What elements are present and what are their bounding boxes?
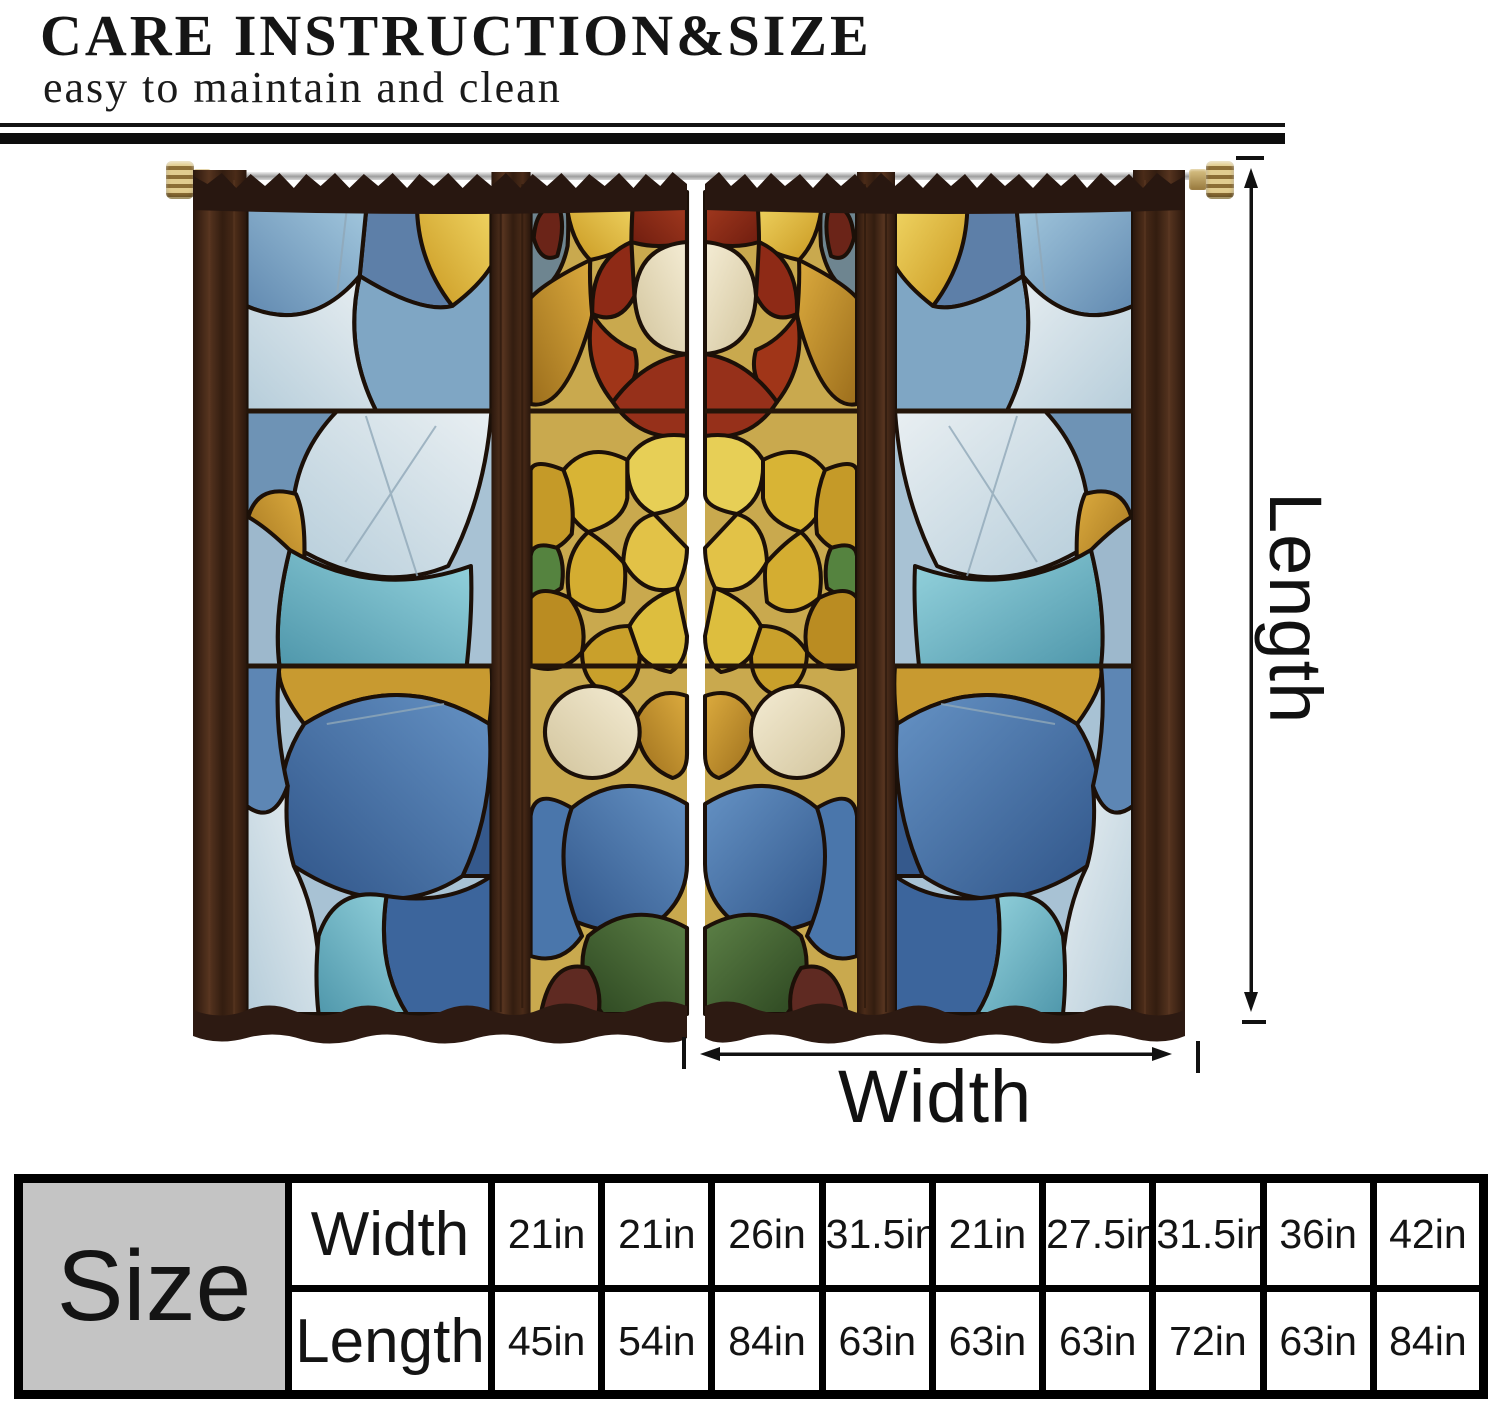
width-value: 21in <box>928 1175 1047 1292</box>
width-value: 26in <box>708 1175 826 1292</box>
width-value: 21in <box>598 1175 716 1292</box>
page-title: CARE INSTRUCTION&SIZE <box>40 3 872 68</box>
width-value: 36in <box>1259 1175 1377 1292</box>
length-value: 84in <box>708 1285 826 1398</box>
size-corner-cell: Size <box>15 1175 292 1398</box>
size-table-width-row: Size Width 21in 21in 26in 31.5in 21in 27… <box>15 1175 1488 1398</box>
divider-rule-thin <box>0 123 1285 127</box>
length-value: 54in <box>598 1285 716 1398</box>
page-subtitle: easy to maintain and clean <box>43 63 562 112</box>
divider-rule-thick <box>0 133 1285 144</box>
length-value: 63in <box>1259 1285 1377 1398</box>
curtain-rod-finial-left <box>166 161 194 199</box>
width-value: 31.5in <box>818 1175 936 1292</box>
length-value: 84in <box>1369 1285 1488 1398</box>
length-label: Length <box>1254 492 1337 725</box>
length-value: 45in <box>487 1285 606 1398</box>
curtain-panel-left <box>193 170 687 1044</box>
width-row-header: Width <box>285 1175 495 1292</box>
width-value: 27.5in <box>1039 1175 1157 1292</box>
curtain-rod <box>200 172 1196 180</box>
width-value: 31.5in <box>1149 1175 1267 1292</box>
width-value: 21in <box>487 1175 606 1292</box>
curtain-rod-neck-right <box>1189 169 1207 190</box>
size-table: Size Width 21in 21in 26in 31.5in 21in 27… <box>14 1174 1488 1399</box>
width-value: 42in <box>1369 1175 1488 1292</box>
width-label: Width <box>838 1055 1033 1138</box>
curtain-panels-illustration <box>193 164 1185 1050</box>
length-value: 63in <box>1039 1285 1157 1398</box>
curtain-panel-right <box>705 170 1185 1044</box>
length-row-header: Length <box>285 1285 495 1398</box>
length-value: 72in <box>1149 1285 1267 1398</box>
size-table-length-row: Length 45in 54in 84in 63in 63in 63in 72i… <box>19 1285 1488 1398</box>
length-value: 63in <box>818 1285 936 1398</box>
length-value: 63in <box>928 1285 1047 1398</box>
curtain-rod-finial-right <box>1206 161 1234 199</box>
